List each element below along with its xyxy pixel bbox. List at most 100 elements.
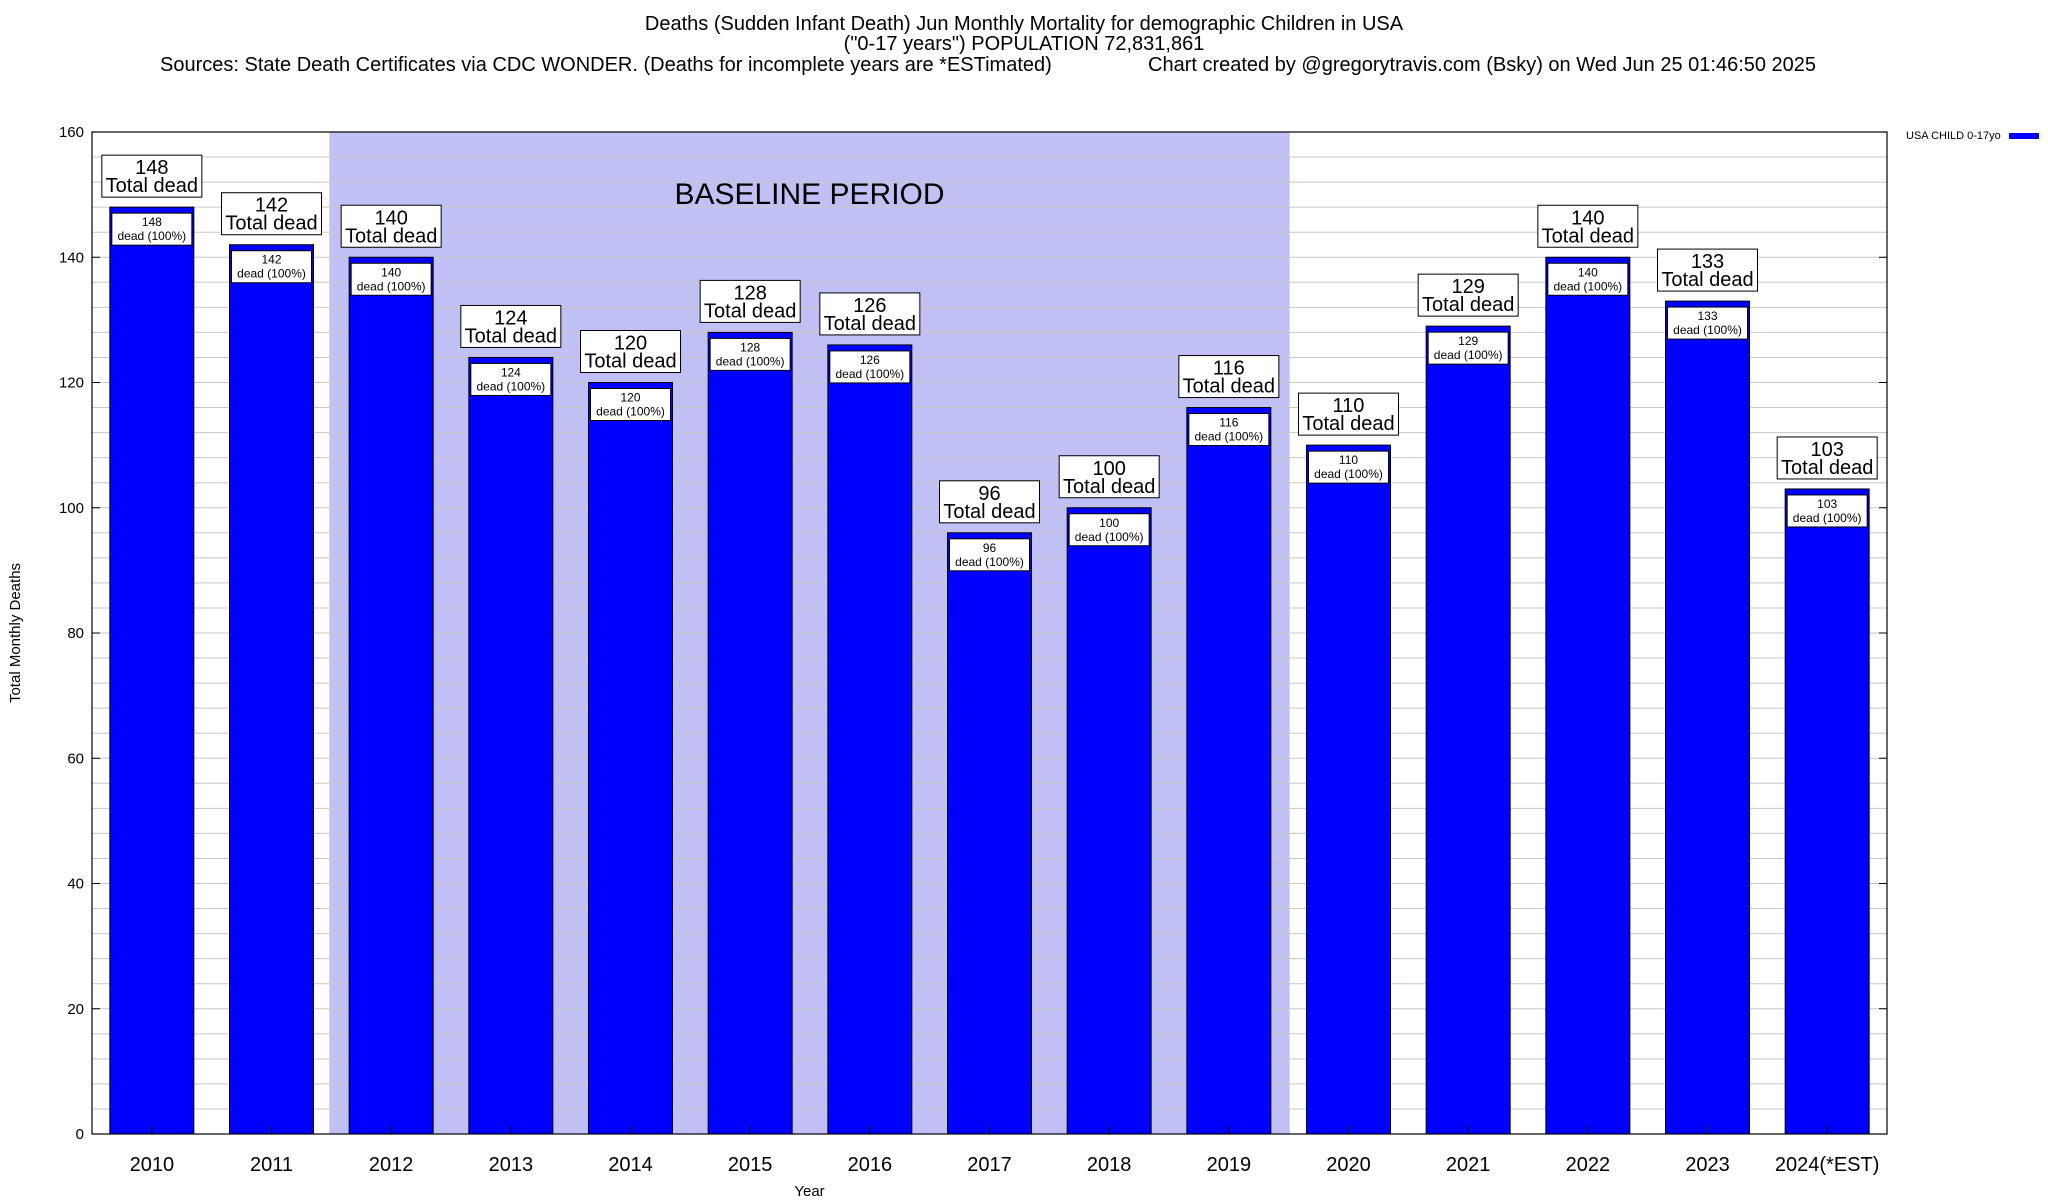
y-tick-label: 80	[67, 625, 84, 642]
top-label-value: 110	[1333, 395, 1365, 417]
inner-label-value: 120	[620, 391, 640, 405]
bar-2015	[707, 331, 793, 1135]
top-label-text: Total dead	[1183, 376, 1275, 398]
inner-label-value: 103	[1817, 497, 1837, 511]
inner-label-box	[1308, 450, 1389, 484]
top-label-box	[1657, 248, 1758, 292]
inner-label-value: 140	[381, 265, 401, 279]
inner-label-text: dead (100%)	[835, 367, 904, 381]
sources-text: Sources: State Death Certificates via CD…	[160, 54, 1052, 76]
top-label-value: 120	[614, 333, 647, 355]
y-tick-label: 0	[76, 1126, 84, 1143]
inner-label-text: dead (100%)	[1793, 511, 1862, 525]
inner-label-text: dead (100%)	[955, 555, 1024, 569]
top-label-box	[221, 192, 322, 236]
bar-2017	[947, 532, 1032, 1135]
top-label-text: Total dead	[465, 325, 557, 347]
credit-text: Chart created by @gregorytravis.com (Bsk…	[1148, 54, 1817, 76]
inner-label-text: dead (100%)	[1314, 467, 1383, 481]
bar-2020	[1306, 444, 1391, 1135]
inner-label-value: 128	[740, 340, 760, 354]
top-label-value: 124	[494, 307, 527, 329]
inner-label-text: dead (100%)	[1075, 530, 1144, 544]
bar-2024(*EST)	[1784, 488, 1870, 1135]
bar-2012	[348, 256, 434, 1135]
x-tick-label: 2017	[967, 1154, 1012, 1176]
x-tick-label: 2010	[130, 1154, 175, 1176]
top-label-text: Total dead	[824, 313, 916, 335]
inner-label-text: dead (100%)	[1553, 279, 1622, 293]
x-tick-label: 2024(*EST)	[1775, 1154, 1880, 1176]
bar-2022	[1545, 256, 1631, 1135]
bar-2010	[109, 206, 195, 1135]
top-label-box	[340, 204, 442, 248]
inner-label-box	[1427, 331, 1509, 365]
top-label-text: Total dead	[584, 351, 676, 373]
top-label-text: Total dead	[943, 501, 1035, 523]
inner-label-box	[949, 538, 1030, 572]
x-tick-label: 2016	[848, 1154, 893, 1176]
top-label-text: Total dead	[1422, 294, 1514, 316]
inner-label-box	[350, 262, 432, 296]
y-tick-label: 100	[59, 500, 84, 517]
bar-2018	[1066, 507, 1152, 1135]
inner-label-value: 140	[1578, 265, 1598, 279]
top-label-value: 133	[1691, 251, 1724, 273]
top-label-text: Total dead	[704, 300, 796, 322]
top-label-value: 140	[1571, 207, 1604, 229]
legend-label: USA CHILD 0-17yo	[1906, 130, 2001, 142]
bar-2016	[827, 344, 913, 1135]
bar-2014	[588, 382, 673, 1135]
top-label-box	[1298, 392, 1399, 436]
legend: USA CHILD 0-17yo	[1906, 130, 2039, 142]
inner-label-text: dead (100%)	[476, 379, 545, 393]
chart-header: Deaths (Sudden Infant Death) Jun Monthly…	[0, 14, 2048, 54]
top-label-box	[1776, 436, 1878, 480]
bar-2023	[1665, 300, 1750, 1135]
bar-2019	[1186, 407, 1272, 1135]
x-axis-label: Year	[794, 1183, 824, 1200]
inner-label-value: 148	[142, 215, 162, 229]
top-label-text: Total dead	[1542, 225, 1634, 247]
inner-label-box	[829, 350, 911, 384]
x-tick-label: 2020	[1326, 1154, 1371, 1176]
top-label-box	[1178, 355, 1280, 399]
inner-label-value: 142	[261, 253, 281, 267]
x-tick-label: 2011	[250, 1154, 293, 1176]
inner-label-box	[1547, 262, 1629, 296]
y-tick-label: 40	[67, 876, 84, 893]
top-label-text: Total dead	[1661, 269, 1753, 291]
x-tick-label: 2015	[728, 1154, 773, 1176]
top-label-value: 142	[255, 195, 288, 217]
inner-label-value: 100	[1099, 516, 1119, 530]
top-label-value: 129	[1451, 276, 1484, 298]
inner-label-box	[1786, 494, 1868, 528]
chart-subtitle: ("0-17 years") POPULATION 72,831,861	[843, 33, 1205, 55]
top-label-value: 96	[978, 483, 1000, 505]
x-tick-label: 2012	[369, 1154, 414, 1176]
x-tick-label: 2019	[1207, 1154, 1252, 1176]
inner-label-text: dead (100%)	[1434, 348, 1503, 362]
top-label-text: Total dead	[1302, 413, 1394, 435]
top-label-value: 116	[1213, 358, 1245, 380]
x-tick-label: 2013	[489, 1154, 534, 1176]
inner-label-text: dead (100%)	[1194, 430, 1263, 444]
x-tick-label: 2018	[1087, 1154, 1132, 1176]
inner-label-box	[709, 337, 791, 371]
source-row: Sources: State Death Certificates via CD…	[0, 54, 2048, 76]
y-tick-label: 160	[59, 124, 84, 141]
legend-swatch	[2008, 133, 2039, 139]
top-label-box	[819, 292, 921, 336]
top-label-box	[580, 330, 681, 373]
inner-label-value: 116	[1219, 416, 1238, 430]
inner-label-text: dead (100%)	[237, 267, 306, 281]
top-label-value: 140	[374, 207, 407, 229]
x-tick-label: 2021	[1446, 1154, 1491, 1176]
inner-label-box	[1188, 413, 1270, 447]
top-label-value: 103	[1810, 439, 1843, 461]
y-tick-label: 60	[67, 750, 84, 767]
top-label-box	[1537, 204, 1639, 248]
inner-label-value: 96	[983, 541, 997, 555]
inner-label-box	[111, 212, 193, 246]
inner-label-text: dead (100%)	[1673, 323, 1742, 337]
